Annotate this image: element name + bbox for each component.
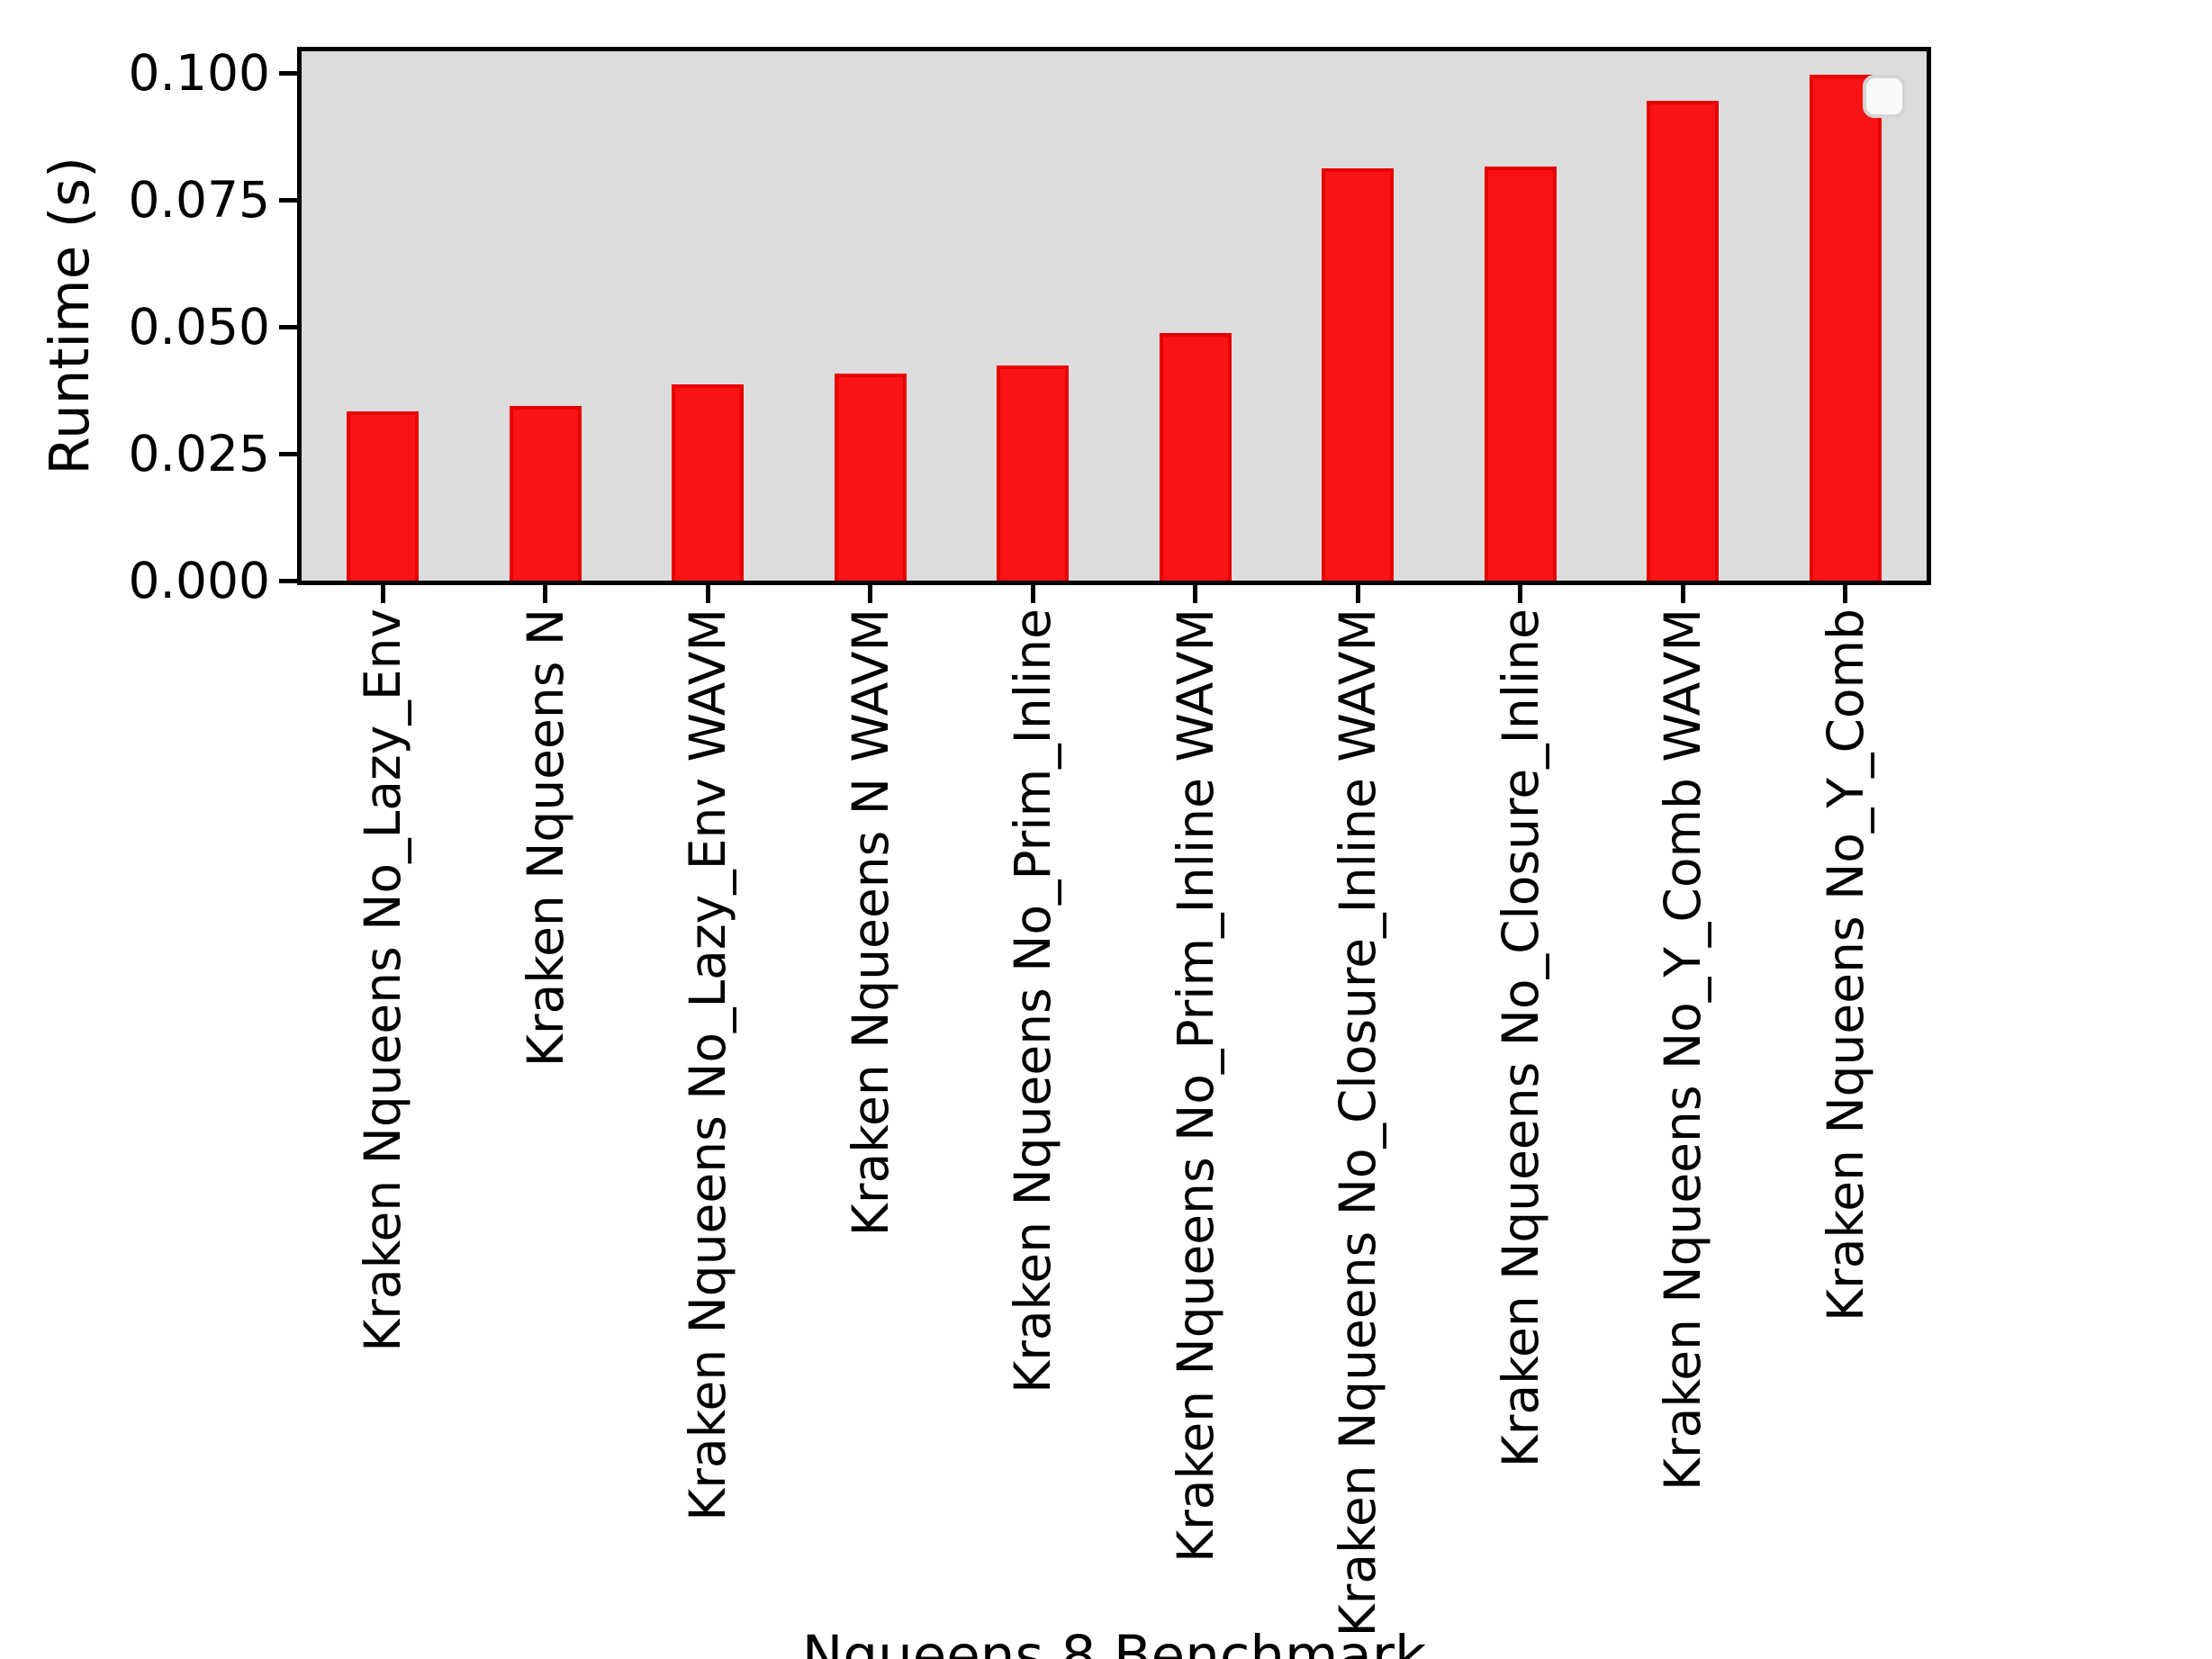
bar-5: [997, 365, 1070, 581]
bar-3: [672, 383, 745, 581]
y-tick-label-2: 0.025: [128, 425, 270, 483]
x-tick-mark-4: [868, 585, 873, 603]
x-tick-label-6: Kraken Nqueens No_Prim_Inline WAVM: [1166, 609, 1224, 1563]
x-tick-mark-7: [1355, 585, 1360, 603]
y-tick-mark-2: [279, 451, 297, 456]
y-tick-label-1: 0.000: [128, 552, 270, 609]
x-tick-label-3: Kraken Nqueens No_Lazy_Env WAVM: [679, 609, 737, 1521]
x-tick-label-10: Kraken Nqueens No_Y_Comb: [1816, 609, 1874, 1321]
x-tick-label-1: Kraken Nqueens No_Lazy_Env: [354, 609, 412, 1352]
x-tick-mark-9: [1680, 585, 1685, 603]
x-tick-label-8: Kraken Nqueens No_Closure_Inline: [1491, 609, 1549, 1468]
bar-10: [1809, 74, 1882, 581]
plot-area: [297, 47, 1931, 585]
bar-1: [347, 411, 420, 581]
x-tick-mark-6: [1193, 585, 1198, 603]
x-tick-label-4: Kraken Nqueens N WAVM: [841, 609, 899, 1237]
bar-2: [509, 406, 582, 581]
bar-8: [1484, 166, 1557, 581]
x-tick-mark-3: [705, 585, 710, 603]
x-tick-mark-2: [543, 585, 548, 603]
x-tick-label-7: Kraken Nqueens No_Closure_Inline WAVM: [1329, 609, 1387, 1637]
y-tick-mark-1: [279, 578, 297, 583]
bar-9: [1647, 101, 1720, 581]
y-tick-mark-4: [279, 197, 297, 203]
y-tick-mark-5: [279, 70, 297, 76]
x-tick-mark-10: [1843, 585, 1848, 603]
x-tick-mark-5: [1030, 585, 1035, 603]
y-tick-label-3: 0.050: [128, 298, 270, 356]
y-tick-label-4: 0.075: [128, 171, 270, 230]
bar-4: [834, 374, 907, 581]
x-tick-label-5: Kraken Nqueens No_Prim_Inline: [1004, 609, 1062, 1393]
bar-7: [1322, 168, 1395, 581]
bar-6: [1159, 332, 1232, 581]
y-tick-label-5: 0.100: [128, 44, 270, 103]
x-axis-label: Nqueens 8 Benchmark: [801, 1624, 1427, 1659]
x-tick-label-9: Kraken Nqueens No_Y_Comb WAVM: [1654, 609, 1712, 1492]
x-tick-label-2: Kraken Nqueens N: [516, 609, 574, 1068]
legend-box: [1863, 75, 1906, 118]
x-tick-mark-8: [1518, 585, 1523, 603]
x-tick-mark-1: [380, 585, 385, 603]
y-tick-mark-3: [279, 324, 297, 329]
